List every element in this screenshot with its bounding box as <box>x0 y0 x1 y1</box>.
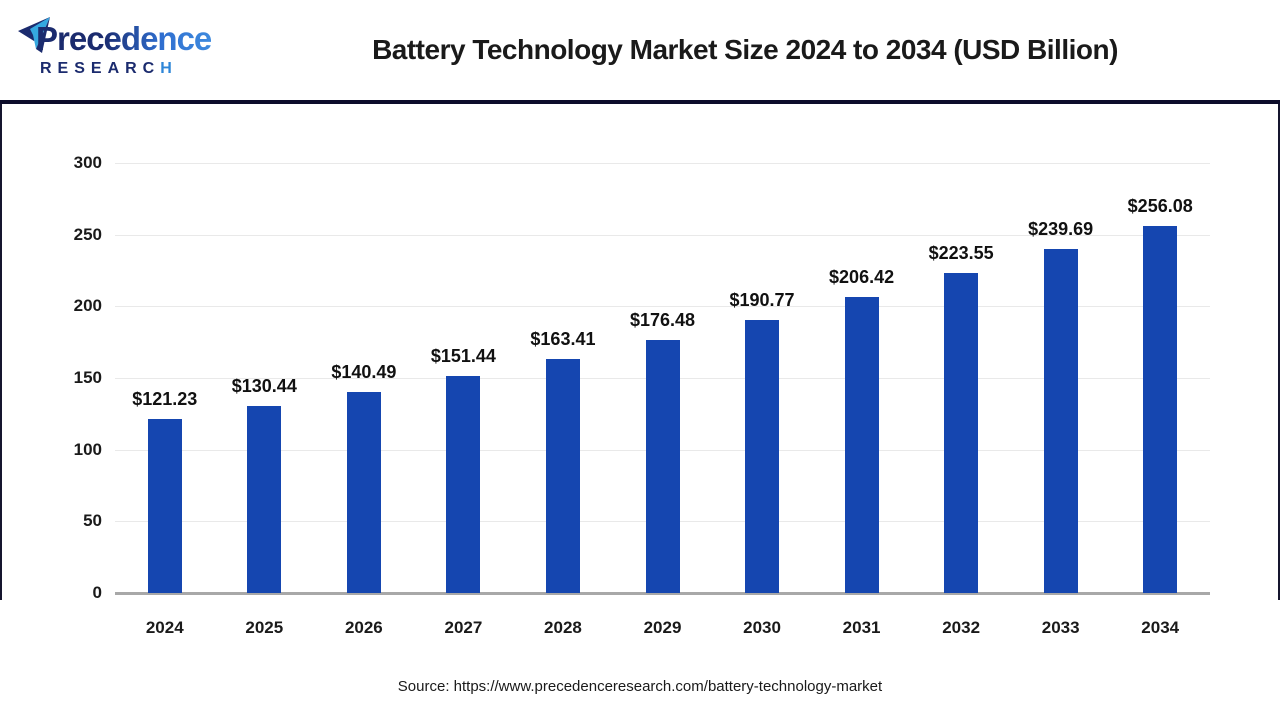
x-tick-label-2029: 2029 <box>643 618 682 637</box>
bar-2025 <box>247 406 282 593</box>
bar-2027 <box>446 375 481 593</box>
value-label-2033: $239.69 <box>1028 219 1094 240</box>
y-tick-label-250: 250 <box>73 224 102 244</box>
gridline-250 <box>115 234 1210 236</box>
x-tick-label-2031: 2031 <box>842 618 881 637</box>
value-label-2024: $121.23 <box>132 389 198 410</box>
x-tick-label-2028: 2028 <box>544 618 582 637</box>
value-label-2032: $223.55 <box>928 242 994 263</box>
paper-plane-icon <box>18 17 50 53</box>
header: Precedence RESEARCH Battery Technology M… <box>0 0 1280 104</box>
value-label-2029: $176.48 <box>629 310 696 331</box>
value-label-2031: $206.42 <box>829 267 895 288</box>
y-tick-label-300: 300 <box>73 153 102 172</box>
bar-2031 <box>844 297 879 593</box>
x-tick-label-2033: 2033 <box>1041 618 1080 637</box>
brand-subtitle-main: RESEARC <box>40 60 161 77</box>
brand-subtitle: RESEARCH <box>40 60 178 78</box>
bar-2034 <box>1143 225 1178 593</box>
x-tick-label-2030: 2030 <box>743 618 781 637</box>
gridline-300 <box>115 163 1210 164</box>
y-tick-label-150: 150 <box>73 368 102 387</box>
bar-2028 <box>545 358 580 593</box>
value-label-2025: $130.44 <box>231 376 297 397</box>
value-label-2027: $151.44 <box>430 345 496 366</box>
bar-2033 <box>1043 249 1078 593</box>
bar-2032 <box>944 272 979 593</box>
value-label-2030: $190.77 <box>729 289 795 310</box>
window-border-right <box>1278 0 1280 600</box>
bar-2026 <box>346 391 381 593</box>
y-tick-label-200: 200 <box>73 296 102 316</box>
y-tick-label-0: 0 <box>92 583 102 602</box>
precedence-research-logo: Precedence RESEARCH <box>0 0 240 102</box>
y-tick-label-50: 50 <box>83 511 102 531</box>
x-tick-label-2025: 2025 <box>245 618 284 637</box>
x-axis-line <box>115 592 1210 595</box>
x-tick-label-2032: 2032 <box>942 618 981 637</box>
value-label-2028: $163.41 <box>530 328 596 349</box>
value-label-2026: $140.49 <box>331 361 397 382</box>
y-tick-label-100: 100 <box>73 439 102 459</box>
window-border-left <box>0 0 2 600</box>
x-tick-label-2027: 2027 <box>444 618 483 637</box>
gridline-200 <box>115 306 1210 308</box>
brand-name: Precedence <box>36 20 212 57</box>
bar-2029 <box>645 340 680 593</box>
source-text: Source: https://www.precedenceresearch.c… <box>397 678 883 695</box>
bar-2030 <box>745 319 780 593</box>
value-label-2034: $256.08 <box>1127 195 1193 216</box>
brand-subtitle-last: H <box>160 60 178 77</box>
x-tick-label-2026: 2026 <box>344 618 383 637</box>
x-tick-label-2024: 2024 <box>145 618 184 637</box>
bar-2024 <box>147 419 182 593</box>
page-title: Battery Technology Market Size 2024 to 2… <box>372 34 1118 65</box>
x-tick-label-2034: 2034 <box>1141 618 1180 637</box>
